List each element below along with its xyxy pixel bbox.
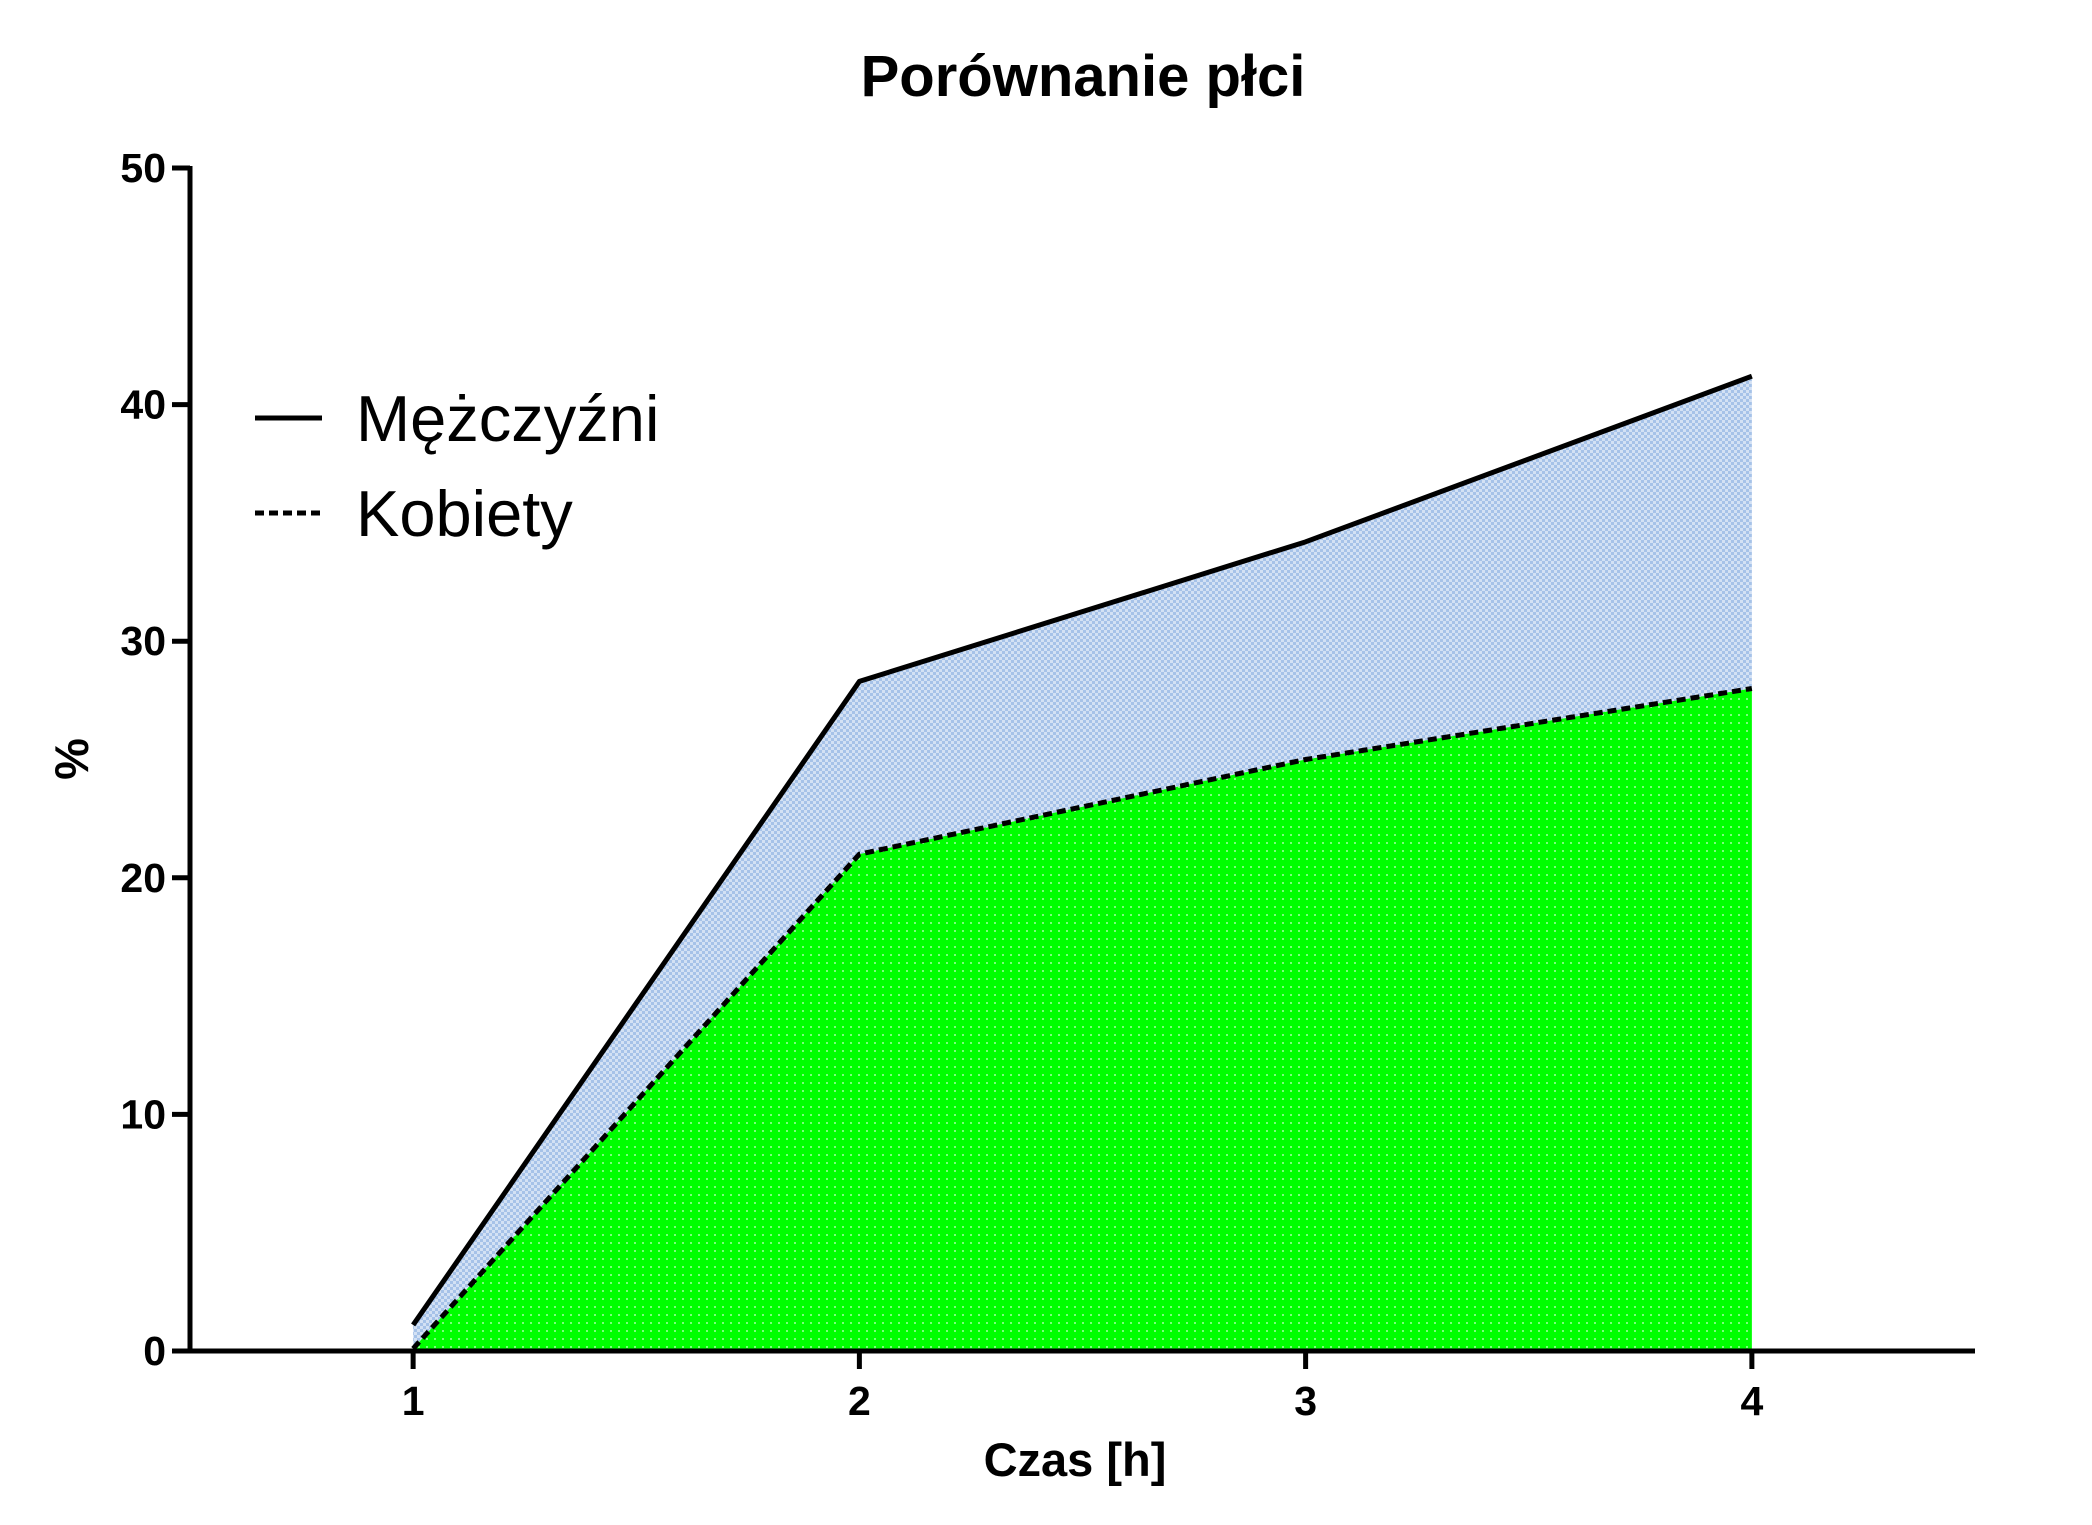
chart-title: Porównanie płci bbox=[861, 44, 1306, 109]
x-tick-label-1: 1 bbox=[402, 1378, 425, 1424]
y-tick-label-30: 30 bbox=[120, 618, 166, 664]
series-line-kobiety bbox=[411, 686, 1753, 1351]
area-kobiety bbox=[413, 688, 1752, 1351]
x-tick-label-2: 2 bbox=[848, 1378, 871, 1424]
legend-label-kobiety: Kobiety bbox=[356, 477, 573, 550]
y-axis-title: % bbox=[45, 738, 98, 780]
y-tick-label-0: 0 bbox=[143, 1328, 166, 1374]
y-tick-label-10: 10 bbox=[120, 1091, 166, 1137]
x-axis-title: Czas [h] bbox=[984, 1433, 1167, 1486]
legend-label-mezczyzni: Mężczyźni bbox=[356, 382, 659, 455]
legend: Mężczyźni Kobiety bbox=[255, 382, 659, 550]
x-tick-label-3: 3 bbox=[1294, 1378, 1317, 1424]
plot-area: 0 10 20 30 40 50 1 2 3 4 bbox=[120, 145, 1975, 1424]
y-tick-label-50: 50 bbox=[120, 145, 166, 191]
y-tick-label-20: 20 bbox=[120, 855, 166, 901]
area-band-mezczyzni bbox=[413, 376, 1752, 1349]
series-line-mezczyzni bbox=[411, 373, 1753, 1327]
y-tick-label-40: 40 bbox=[120, 382, 166, 428]
x-tick-label-4: 4 bbox=[1740, 1378, 1763, 1424]
